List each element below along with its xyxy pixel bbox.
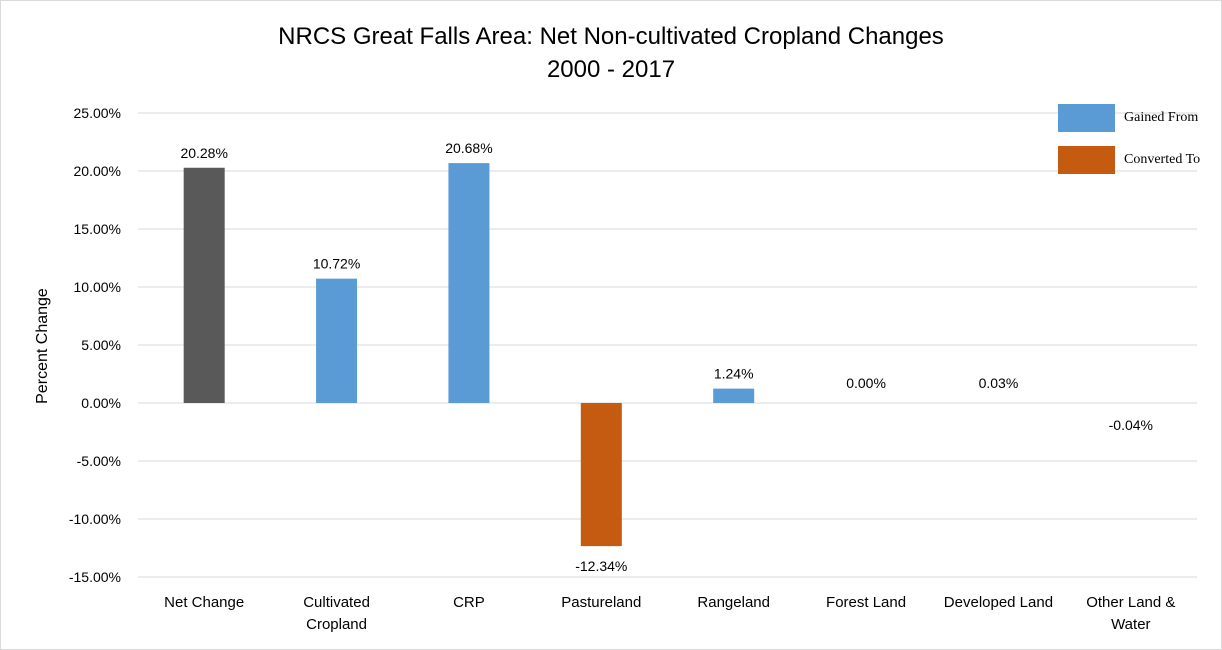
data-label: -0.04%: [1109, 417, 1153, 433]
y-tick-label: -15.00%: [69, 569, 121, 585]
x-tick-label: Pastureland: [561, 594, 641, 611]
legend-swatch-converted-to: [1058, 146, 1115, 174]
y-tick-label: 10.00%: [74, 279, 121, 295]
legend-item-gained-from: Gained From: [1058, 104, 1200, 132]
x-tick-label: Other Land &: [1086, 594, 1175, 611]
y-tick-label: 5.00%: [81, 337, 121, 353]
data-label: 10.72%: [313, 256, 360, 272]
data-label: 20.68%: [445, 140, 492, 156]
x-tick-label: CRP: [453, 594, 485, 611]
x-tick-label: Cultivated: [303, 594, 370, 611]
x-tick-label: Rangeland: [697, 594, 770, 611]
y-tick-label: -10.00%: [69, 511, 121, 527]
bar: [448, 163, 490, 403]
legend-swatch-gained-from: [1058, 104, 1115, 132]
y-tick-label: 0.00%: [81, 395, 121, 411]
x-tick-label: Forest Land: [826, 594, 906, 611]
data-label: 0.00%: [846, 375, 886, 391]
data-label: -12.34%: [575, 558, 627, 574]
x-tick-label: Water: [1111, 616, 1150, 633]
legend-item-converted-to: Converted To: [1058, 146, 1200, 174]
legend: Gained From Converted To: [1058, 104, 1200, 188]
x-tick-label: Cropland: [306, 616, 367, 633]
data-label: 20.28%: [180, 145, 227, 161]
data-label: 1.24%: [714, 366, 754, 382]
bar: [580, 403, 622, 547]
bar: [713, 388, 755, 403]
y-tick-label: 25.00%: [74, 105, 121, 121]
y-tick-label: 20.00%: [74, 163, 121, 179]
data-label: 0.03%: [979, 375, 1019, 391]
bar: [316, 278, 358, 403]
bar: [183, 167, 225, 403]
y-tick-label: -5.00%: [77, 453, 121, 469]
x-tick-label: Developed Land: [944, 594, 1053, 611]
y-tick-label: 15.00%: [74, 221, 121, 237]
legend-label-converted-to: Converted To: [1124, 152, 1201, 167]
chart-title: NRCS Great Falls Area: Net Non-cultivate…: [278, 23, 944, 83]
legend-label-gained-from: Gained From: [1124, 110, 1199, 125]
x-tick-label: Net Change: [164, 594, 244, 611]
